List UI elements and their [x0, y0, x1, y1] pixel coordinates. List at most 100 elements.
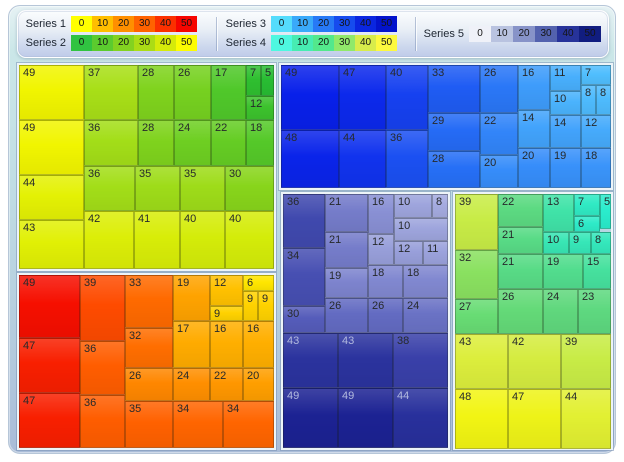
- treemap-cell[interactable]: 16: [243, 321, 274, 368]
- treemap-cell[interactable]: 49: [19, 275, 80, 338]
- treemap-cell[interactable]: 10: [550, 91, 581, 115]
- treemap-cell[interactable]: 38: [393, 333, 448, 388]
- treemap-cell[interactable]: 36: [80, 341, 125, 395]
- treemap-cell[interactable]: 48: [281, 130, 339, 188]
- treemap-cell[interactable]: 28: [428, 151, 480, 188]
- treemap-cell[interactable]: 44: [561, 389, 611, 449]
- treemap-cell[interactable]: 44: [339, 130, 386, 188]
- treemap-cell[interactable]: 34: [283, 248, 325, 306]
- treemap-cell[interactable]: 8: [596, 85, 611, 115]
- treemap-cell[interactable]: 24: [174, 120, 211, 166]
- treemap-cell[interactable]: 16: [368, 194, 394, 234]
- treemap-cell[interactable]: 6: [574, 216, 600, 232]
- treemap-cell[interactable]: 13: [543, 194, 574, 232]
- treemap-cell[interactable]: 27: [455, 299, 498, 334]
- treemap-cell[interactable]: 36: [80, 395, 125, 448]
- treemap-cell[interactable]: 17: [211, 65, 246, 120]
- treemap-cell[interactable]: 36: [84, 166, 135, 211]
- treemap-cell[interactable]: 40: [225, 211, 274, 269]
- treemap-cell[interactable]: 49: [281, 65, 339, 130]
- treemap-cell[interactable]: 42: [508, 334, 561, 389]
- treemap-cell[interactable]: 26: [368, 298, 403, 333]
- treemap-cell[interactable]: 18: [581, 148, 611, 188]
- treemap-cell[interactable]: 49: [338, 388, 393, 448]
- treemap-cell[interactable]: 36: [386, 130, 428, 188]
- treemap-cell[interactable]: 12: [368, 234, 394, 265]
- treemap-cell[interactable]: 44: [393, 388, 448, 448]
- treemap-cell[interactable]: 37: [84, 65, 138, 120]
- treemap-cell[interactable]: 18: [368, 265, 403, 298]
- treemap-cell[interactable]: 42: [84, 211, 134, 269]
- treemap-cell[interactable]: 24: [403, 298, 448, 333]
- treemap-cell[interactable]: 24: [543, 289, 578, 334]
- treemap-cell[interactable]: 28: [138, 65, 174, 120]
- treemap-cell[interactable]: 9: [210, 306, 243, 321]
- treemap-cell[interactable]: 35: [135, 166, 180, 211]
- treemap-cell[interactable]: 20: [480, 155, 518, 188]
- treemap-cell[interactable]: 11: [423, 241, 448, 265]
- treemap-cell[interactable]: 24: [173, 368, 210, 401]
- treemap-cell[interactable]: 40: [386, 65, 428, 130]
- treemap-cell[interactable]: 43: [19, 220, 84, 269]
- treemap-cell[interactable]: 26: [174, 65, 211, 120]
- treemap-cell[interactable]: 8: [581, 85, 596, 115]
- treemap-cell[interactable]: 11: [550, 65, 581, 91]
- treemap-cell[interactable]: 19: [325, 268, 368, 298]
- treemap-cell[interactable]: 47: [508, 389, 561, 449]
- treemap-cell[interactable]: 34: [173, 401, 223, 448]
- treemap-cell[interactable]: 40: [180, 211, 225, 269]
- treemap-cell[interactable]: 12: [210, 275, 243, 306]
- treemap-cell[interactable]: 47: [339, 65, 386, 130]
- treemap-cell[interactable]: 12: [246, 96, 274, 120]
- treemap-cell[interactable]: 21: [325, 194, 368, 232]
- treemap-cell[interactable]: 19: [550, 148, 581, 188]
- treemap-cell[interactable]: 8: [432, 194, 448, 218]
- treemap-cell[interactable]: 29: [428, 113, 480, 151]
- treemap-cell[interactable]: 30: [283, 306, 325, 333]
- treemap-cell[interactable]: 36: [283, 194, 325, 248]
- treemap-cell[interactable]: 43: [455, 334, 508, 389]
- treemap-cell[interactable]: 10: [394, 194, 432, 218]
- treemap-cell[interactable]: 35: [125, 401, 173, 448]
- treemap-cell[interactable]: 16: [210, 321, 243, 368]
- treemap-cell[interactable]: 23: [578, 289, 611, 334]
- treemap-cell[interactable]: 7: [246, 65, 261, 96]
- treemap-cell[interactable]: 10: [543, 232, 569, 254]
- treemap-cell[interactable]: 32: [125, 328, 173, 368]
- treemap-cell[interactable]: 39: [455, 194, 498, 250]
- treemap-cell[interactable]: 22: [211, 120, 246, 166]
- treemap-cell[interactable]: 21: [325, 232, 368, 268]
- treemap-cell[interactable]: 20: [243, 368, 274, 401]
- treemap-cell[interactable]: 39: [80, 275, 125, 341]
- treemap-cell[interactable]: 41: [134, 211, 180, 269]
- treemap-cell[interactable]: 33: [125, 275, 173, 328]
- treemap-cell[interactable]: 19: [173, 275, 210, 321]
- treemap-cell[interactable]: 43: [338, 333, 393, 388]
- treemap-cell[interactable]: 26: [480, 65, 518, 113]
- treemap-cell[interactable]: 8: [591, 232, 611, 254]
- treemap-cell[interactable]: 43: [283, 333, 338, 388]
- treemap-cell[interactable]: 30: [225, 166, 274, 211]
- treemap-cell[interactable]: 36: [84, 120, 138, 166]
- treemap-cell[interactable]: 26: [498, 289, 543, 334]
- treemap-cell[interactable]: 44: [19, 175, 84, 220]
- treemap-cell[interactable]: 12: [394, 241, 423, 265]
- treemap-cell[interactable]: 12: [581, 115, 611, 148]
- treemap-cell[interactable]: 6: [243, 275, 274, 291]
- treemap-cell[interactable]: 20: [518, 148, 550, 188]
- treemap-cell[interactable]: 22: [480, 113, 518, 155]
- treemap-cell[interactable]: 16: [518, 65, 550, 110]
- treemap-cell[interactable]: 17: [173, 321, 210, 368]
- treemap-cell[interactable]: 9: [258, 291, 274, 321]
- treemap-cell[interactable]: 47: [19, 338, 80, 393]
- treemap-cell[interactable]: 26: [125, 368, 173, 401]
- treemap-cell[interactable]: 22: [210, 368, 243, 401]
- treemap-cell[interactable]: 34: [223, 401, 274, 448]
- treemap-cell[interactable]: 18: [403, 265, 448, 298]
- treemap-cell[interactable]: 9: [569, 232, 591, 254]
- treemap-cell[interactable]: 9: [243, 291, 258, 321]
- treemap-cell[interactable]: 7: [581, 65, 611, 85]
- treemap-cell[interactable]: 47: [19, 393, 80, 448]
- treemap-cell[interactable]: 10: [394, 218, 448, 241]
- treemap-cell[interactable]: 5: [261, 65, 274, 96]
